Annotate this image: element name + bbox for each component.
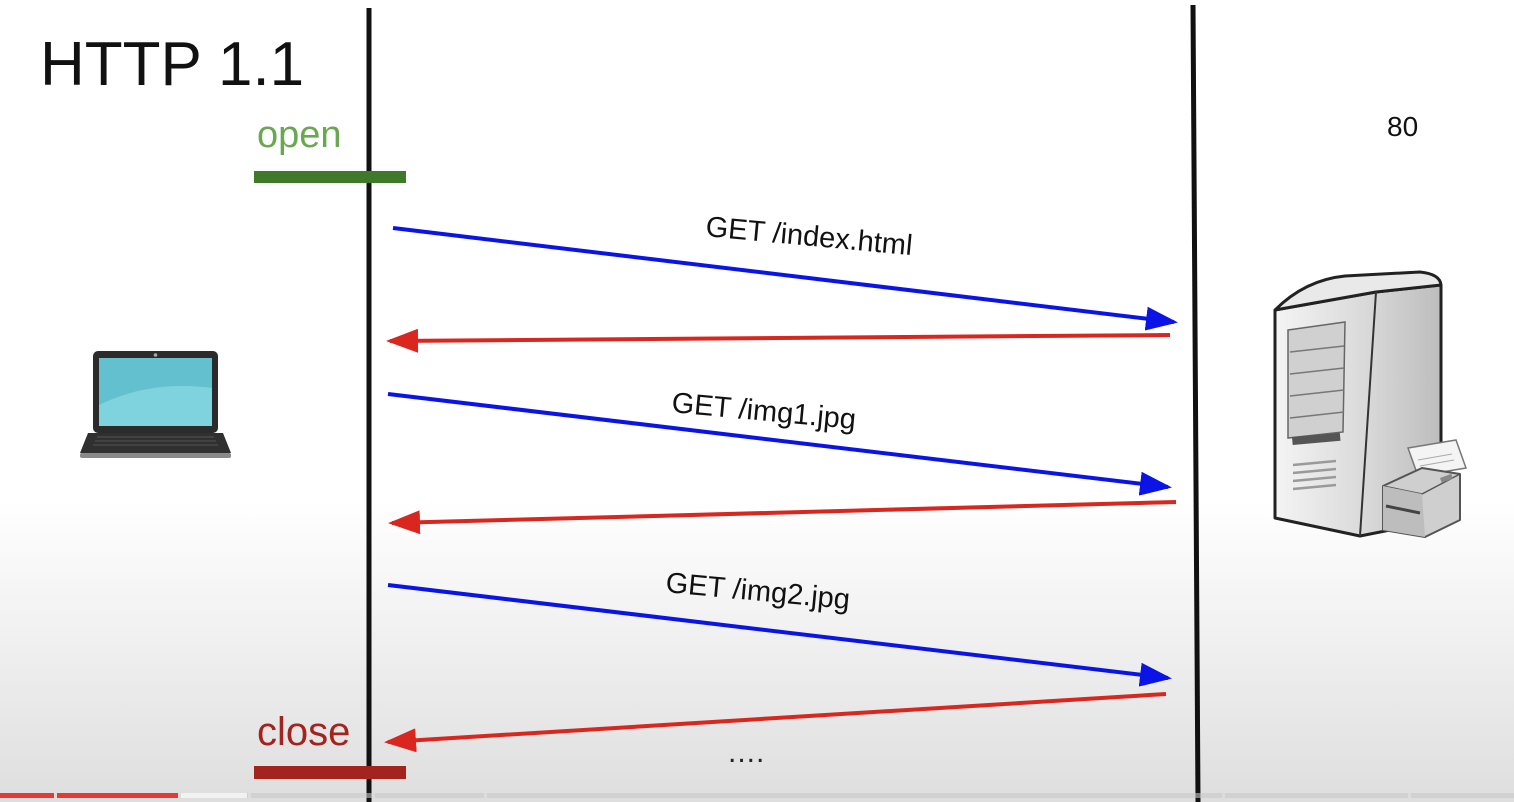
- played-bar: [0, 793, 179, 798]
- response-arrow: [388, 500, 1177, 535]
- request-arrow: [392, 226, 1178, 331]
- response-arrow: [386, 328, 1171, 353]
- request-label: GET /index.html: [704, 211, 913, 262]
- chapter-marker: [484, 793, 487, 798]
- progress-track[interactable]: [0, 793, 1514, 798]
- continuation-ellipsis: ....: [728, 736, 766, 769]
- server-lifeline: [1190, 4, 1201, 802]
- printer-icon: [1382, 439, 1468, 538]
- request-label: GET /img2.jpg: [664, 567, 851, 616]
- close-label: close: [257, 710, 351, 754]
- chapter-marker: [54, 793, 57, 798]
- video-progress-bar[interactable]: [0, 790, 1514, 802]
- diagram-title: HTTP 1.1: [40, 30, 305, 99]
- request-label: GET /img1.jpg: [670, 387, 857, 436]
- open-bar: [254, 171, 406, 183]
- chapter-marker: [1222, 793, 1225, 798]
- chapter-marker: [372, 793, 375, 798]
- chapter-marker: [248, 793, 251, 798]
- request-arrow: [387, 392, 1172, 496]
- response-arrow: [384, 692, 1167, 753]
- chapter-marker: [1408, 793, 1411, 798]
- server-tower-icon: [1273, 270, 1443, 538]
- chapter-marker: [178, 793, 181, 798]
- open-label: open: [257, 114, 342, 156]
- port-label: 80: [1387, 111, 1419, 142]
- close-bar: [254, 766, 406, 779]
- laptop-icon: [80, 351, 231, 458]
- request-arrow: [387, 583, 1172, 687]
